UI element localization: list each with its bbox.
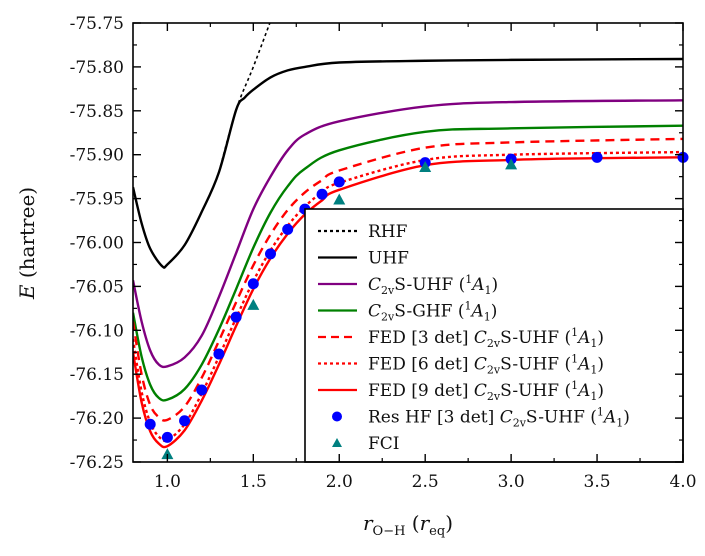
legend-label: FCI [368, 434, 400, 454]
res-hf-point [265, 248, 276, 260]
fci-point [247, 298, 260, 310]
legend-marker-circle [332, 411, 342, 422]
legend-label: C2vS-GHF (1A1) [368, 300, 497, 324]
res-hf-point [230, 311, 242, 323]
x-axis-label: rO−H (req) [363, 511, 453, 539]
res-hf-point [213, 348, 225, 360]
res-hf-point [316, 188, 328, 200]
markers-layer [144, 151, 689, 460]
fci-point [161, 448, 174, 460]
series-line-4 [133, 137, 683, 422]
y-tick-label: -76.05 [70, 277, 124, 297]
legend-box [304, 208, 684, 463]
series-line-3 [133, 124, 683, 402]
y-tick-label: -75.75 [70, 14, 124, 34]
y-tick-label: -76.15 [70, 365, 124, 385]
res-hf-point [144, 418, 156, 430]
y-tick-label: -75.90 [70, 146, 124, 166]
series-line-2 [133, 99, 683, 369]
x-tick-label: 3.5 [584, 472, 611, 492]
fci-point [333, 193, 346, 205]
res-hf-point [333, 176, 345, 188]
legend-label: RHF [368, 222, 408, 242]
series-line-6 [133, 156, 683, 449]
x-tick-label: 1.5 [240, 472, 267, 492]
x-tick-label: 4.0 [669, 472, 696, 492]
res-hf-point [179, 415, 191, 427]
legend-label: FED [3 det] C2vS-UHF (1A1) [368, 326, 604, 350]
y-tick-label: -75.95 [70, 190, 124, 210]
y-tick-label: -75.80 [70, 58, 124, 78]
res-hf-point [247, 278, 259, 290]
x-tick-label: 2.5 [412, 472, 439, 492]
res-hf-point [196, 384, 208, 396]
y-tick-label: -76.00 [70, 234, 124, 254]
y-tick-label: -75.85 [70, 102, 124, 122]
x-tick-label: 3.0 [498, 472, 525, 492]
fci-point [419, 160, 432, 172]
res-hf-point [161, 431, 173, 443]
y-tick-label: -76.20 [70, 409, 124, 429]
y-tick-label: -76.25 [70, 453, 124, 473]
y-axis-label: E (hartree) [15, 187, 39, 300]
legend-label: FED [9 det] C2vS-UHF (1A1) [368, 379, 604, 403]
res-hf-point [282, 223, 294, 235]
legend-marker-triangle [332, 438, 342, 447]
res-hf-point [591, 151, 603, 163]
series-line-1 [133, 57, 683, 269]
axis-ticks: -75.75 -75.80 -75.85 -75.90 -75.95 -76.00 -76.… [70, 14, 697, 492]
legend-label: UHF [368, 249, 409, 269]
x-tick-label: 2.0 [326, 472, 353, 492]
legend: RHF UHF C2vS-UHF (1A1) C2vS-GHF (1A1)FED [3… [304, 208, 684, 463]
y-tick-label: -76.10 [70, 321, 124, 341]
legend-label: FED [6 det] C2vS-UHF (1A1) [368, 353, 604, 377]
x-tick-label: 1.0 [154, 472, 181, 492]
fci-point [505, 158, 518, 170]
legend-label: Res HF [3 det] C2vS-UHF (1A1) [368, 406, 630, 430]
legend-label: C2vS-UHF (1A1) [368, 273, 498, 297]
